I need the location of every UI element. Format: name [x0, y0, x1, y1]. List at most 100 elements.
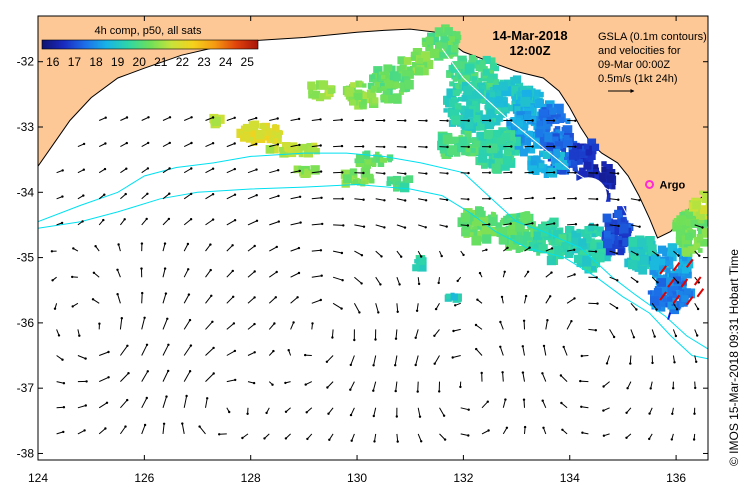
sst-patch [340, 168, 375, 188]
velocity-arrow-shaft [373, 407, 377, 417]
velocity-arrow [162, 369, 170, 382]
velocity-arrow-head [304, 353, 307, 357]
sst-pixel [699, 190, 704, 195]
velocity-arrow-shaft [417, 433, 422, 442]
velocity-arrow-head [443, 438, 447, 441]
velocity-arrow-head [104, 116, 107, 119]
velocity-arrow-head [85, 380, 88, 383]
velocity-arrow-shaft [415, 329, 419, 338]
sst-pixel [510, 117, 516, 123]
sst-pixel [684, 209, 691, 215]
sst-pixel [672, 222, 682, 232]
velocity-arrow-shaft [290, 296, 298, 304]
velocity-arrow-head [275, 245, 278, 249]
velocity-arrow-shaft [396, 277, 401, 285]
sst-pixel [461, 95, 469, 102]
velocity-arrow [56, 195, 64, 200]
velocity-arrow [311, 322, 314, 330]
sst-pixel [658, 258, 666, 266]
velocity-arrow [98, 322, 101, 330]
velocity-arrow [375, 276, 382, 286]
velocity-arrow-head [211, 142, 215, 145]
sst-pixel [424, 60, 434, 69]
velocity-arrow-shaft [609, 198, 619, 201]
velocity-arrow-shaft [119, 345, 128, 356]
velocity-arrow [375, 198, 386, 202]
velocity-arrow-head [653, 335, 656, 338]
velocity-arrow-shaft [499, 321, 504, 330]
sst-pixel [279, 148, 289, 158]
velocity-arrow [226, 244, 234, 252]
sst-pixel [274, 129, 282, 138]
velocity-arrow [580, 405, 589, 409]
velocity-arrow-shaft [162, 423, 165, 434]
sst-pixel [603, 239, 613, 249]
velocity-arrow-head [91, 298, 95, 301]
velocity-arrow-shaft [141, 424, 146, 435]
velocity-arrow-shaft [269, 195, 279, 200]
velocity-arrow-shaft [99, 351, 109, 356]
velocity-arrow [460, 171, 470, 175]
velocity-arrow [354, 250, 364, 257]
sst-pixel [555, 141, 563, 150]
sst-pixel [493, 148, 503, 159]
x-tick-label: 126 [134, 471, 154, 485]
velocity-arrow [581, 431, 589, 435]
sst-pixel [451, 115, 461, 125]
velocity-arrow [671, 407, 674, 415]
velocity-arrow-head [166, 317, 169, 320]
velocity-arrow [481, 400, 489, 409]
velocity-arrow-head [559, 374, 563, 377]
velocity-arrow-head [672, 387, 675, 390]
sst-pixel [271, 124, 280, 133]
velocity-arrow-shaft [396, 303, 399, 312]
velocity-arrow-head [212, 372, 215, 375]
sst-pixel [693, 217, 698, 222]
velocity-arrow [609, 224, 620, 228]
velocity-arrow [375, 224, 386, 229]
velocity-arrow [284, 407, 291, 413]
velocity-arrow [503, 222, 512, 226]
velocity-arrow [56, 355, 64, 361]
sst-pixel [400, 64, 406, 70]
velocity-arrow-shaft [541, 373, 547, 382]
velocity-arrow-head [233, 349, 237, 353]
velocity-arrow-head [398, 283, 401, 286]
velocity-arrow [417, 433, 423, 443]
velocity-arrow [452, 328, 461, 333]
sst-pixel [542, 151, 551, 159]
colorbar-tick-label: 20 [133, 55, 147, 69]
velocity-arrow-head [480, 371, 483, 375]
velocity-arrow [648, 407, 653, 415]
velocity-arrow-shaft [627, 381, 632, 389]
velocity-arrow [268, 296, 277, 304]
velocity-arrow-head [561, 428, 564, 431]
sst-pixel [279, 146, 284, 152]
velocity-arrow-shaft [418, 198, 427, 201]
velocity-arrow-shaft [205, 193, 214, 200]
velocity-arrow-head [123, 218, 126, 221]
sst-pixel [516, 120, 524, 127]
velocity-arrow [524, 196, 534, 200]
sst-pixel [667, 243, 678, 253]
sst-pixel [406, 70, 414, 79]
x-tick-label: 134 [560, 471, 580, 485]
sst-pixel [444, 27, 453, 36]
velocity-arrow-shaft [247, 194, 257, 200]
velocity-arrow-head [531, 222, 534, 225]
velocity-arrow [354, 224, 366, 228]
velocity-arrow [77, 380, 88, 383]
velocity-arrow [226, 407, 231, 414]
sst-pixel [495, 222, 503, 230]
sst-pixel [681, 284, 687, 290]
velocity-arrow-head [146, 167, 150, 170]
velocity-arrow [566, 320, 573, 330]
sst-pixel [690, 219, 698, 228]
velocity-arrow [183, 218, 193, 226]
sst-pixel [412, 264, 420, 272]
sst-pixel [400, 182, 410, 193]
velocity-arrow-head [417, 282, 421, 286]
velocity-arrow [247, 351, 256, 356]
velocity-arrow [56, 221, 64, 226]
sst-pixel [650, 261, 660, 270]
